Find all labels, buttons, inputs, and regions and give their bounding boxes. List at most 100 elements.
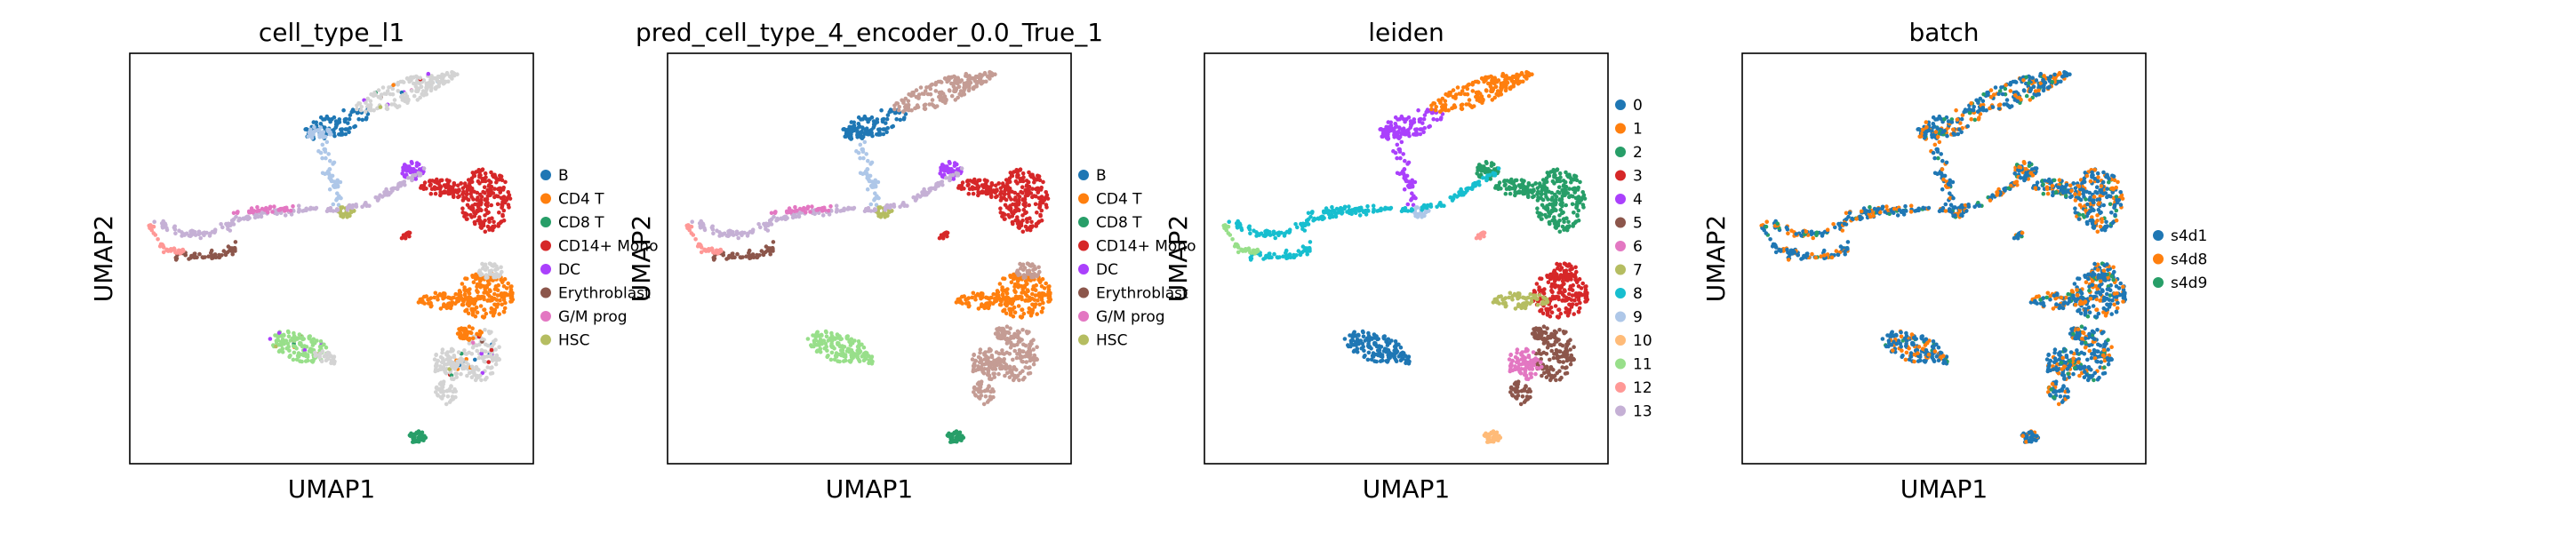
umap-point <box>1004 350 1009 355</box>
umap-point <box>308 205 313 211</box>
umap-point <box>1399 209 1404 213</box>
umap-point <box>479 330 484 335</box>
umap-point <box>492 291 497 297</box>
umap-point <box>1046 299 1051 304</box>
umap-point <box>1023 279 1028 283</box>
umap-point <box>993 183 998 188</box>
umap-point <box>500 178 505 183</box>
umap-point <box>825 348 829 354</box>
umap-point <box>479 351 484 356</box>
umap-point <box>1582 196 1588 201</box>
umap-point <box>826 208 831 213</box>
umap-point <box>485 187 490 193</box>
umap-point <box>1566 174 1571 179</box>
umap-point <box>1009 306 1013 312</box>
umap-point <box>755 255 760 260</box>
umap-point <box>1440 96 1445 101</box>
umap-point <box>497 345 501 350</box>
umap-point <box>1470 83 1475 87</box>
umap-point <box>955 430 959 435</box>
umap-point <box>930 98 935 102</box>
umap-point <box>273 333 277 338</box>
umap-point <box>359 105 364 109</box>
umap-point <box>471 208 476 213</box>
umap-point <box>1004 324 1010 330</box>
umap-point <box>1396 117 1400 122</box>
umap-point <box>1347 204 1351 209</box>
umap-point <box>460 192 465 196</box>
umap-point <box>485 343 491 348</box>
umap-point <box>810 204 814 209</box>
umap-point <box>980 302 984 306</box>
umap-point <box>1028 314 1034 318</box>
legend-marker <box>1078 193 1089 204</box>
umap-point <box>1507 185 1512 189</box>
umap-point <box>727 253 732 259</box>
umap-point <box>1396 130 1401 134</box>
umap-point <box>233 240 238 244</box>
umap-point <box>1505 179 1509 183</box>
umap-point <box>866 205 871 211</box>
umap-point <box>492 195 497 200</box>
umap-point <box>1371 210 1376 214</box>
umap-point <box>438 190 443 195</box>
umap-point <box>1371 203 1376 208</box>
umap-point <box>320 171 325 176</box>
umap-point <box>1330 204 1334 210</box>
umap-point <box>1413 195 1418 201</box>
umap-point <box>828 203 833 209</box>
umap-point <box>286 330 291 335</box>
umap-point <box>1490 98 1495 102</box>
umap-point <box>345 127 349 131</box>
umap-point <box>972 84 977 90</box>
umap-point <box>922 103 927 107</box>
umap-point <box>845 127 851 132</box>
umap-point <box>459 296 463 300</box>
umap-point <box>412 434 417 439</box>
umap-point <box>1001 308 1006 314</box>
umap-point <box>869 160 875 165</box>
umap-point <box>1271 231 1276 236</box>
umap-point <box>352 209 356 213</box>
umap-point <box>394 103 398 108</box>
umap-point <box>1006 179 1012 184</box>
umap-point <box>1005 336 1010 341</box>
umap-point <box>433 290 438 296</box>
umap-point <box>1534 282 1540 286</box>
umap-point <box>480 337 484 342</box>
umap-point <box>740 233 744 238</box>
umap-point <box>506 203 511 207</box>
umap-point <box>440 72 444 77</box>
umap-point <box>1031 267 1036 273</box>
umap-point <box>317 355 323 360</box>
umap-point <box>868 116 872 122</box>
umap-point <box>471 306 476 312</box>
umap-point <box>1481 175 1485 180</box>
umap-point <box>478 200 484 205</box>
umap-point <box>279 206 284 211</box>
umap-point <box>348 205 352 210</box>
umap-point <box>312 129 317 134</box>
umap-point <box>1036 174 1042 179</box>
umap-point <box>843 358 848 363</box>
umap-point <box>736 235 740 241</box>
umap-point <box>866 130 870 135</box>
umap-point <box>1013 179 1019 184</box>
umap-point <box>465 301 470 306</box>
umap-point <box>489 330 493 335</box>
umap-point <box>403 235 408 241</box>
umap-point <box>206 254 211 259</box>
umap-point <box>319 359 324 364</box>
umap-point <box>353 123 358 129</box>
umap-point <box>952 81 956 85</box>
umap-point <box>1337 207 1341 212</box>
umap-point <box>1033 302 1038 306</box>
umap-point <box>499 265 503 270</box>
umap-point <box>323 134 328 139</box>
umap-point <box>464 217 469 221</box>
umap-point <box>1579 286 1584 290</box>
umap-point <box>1535 192 1540 196</box>
umap-point <box>1539 184 1544 188</box>
umap-point <box>197 251 202 257</box>
umap-point <box>428 191 434 196</box>
